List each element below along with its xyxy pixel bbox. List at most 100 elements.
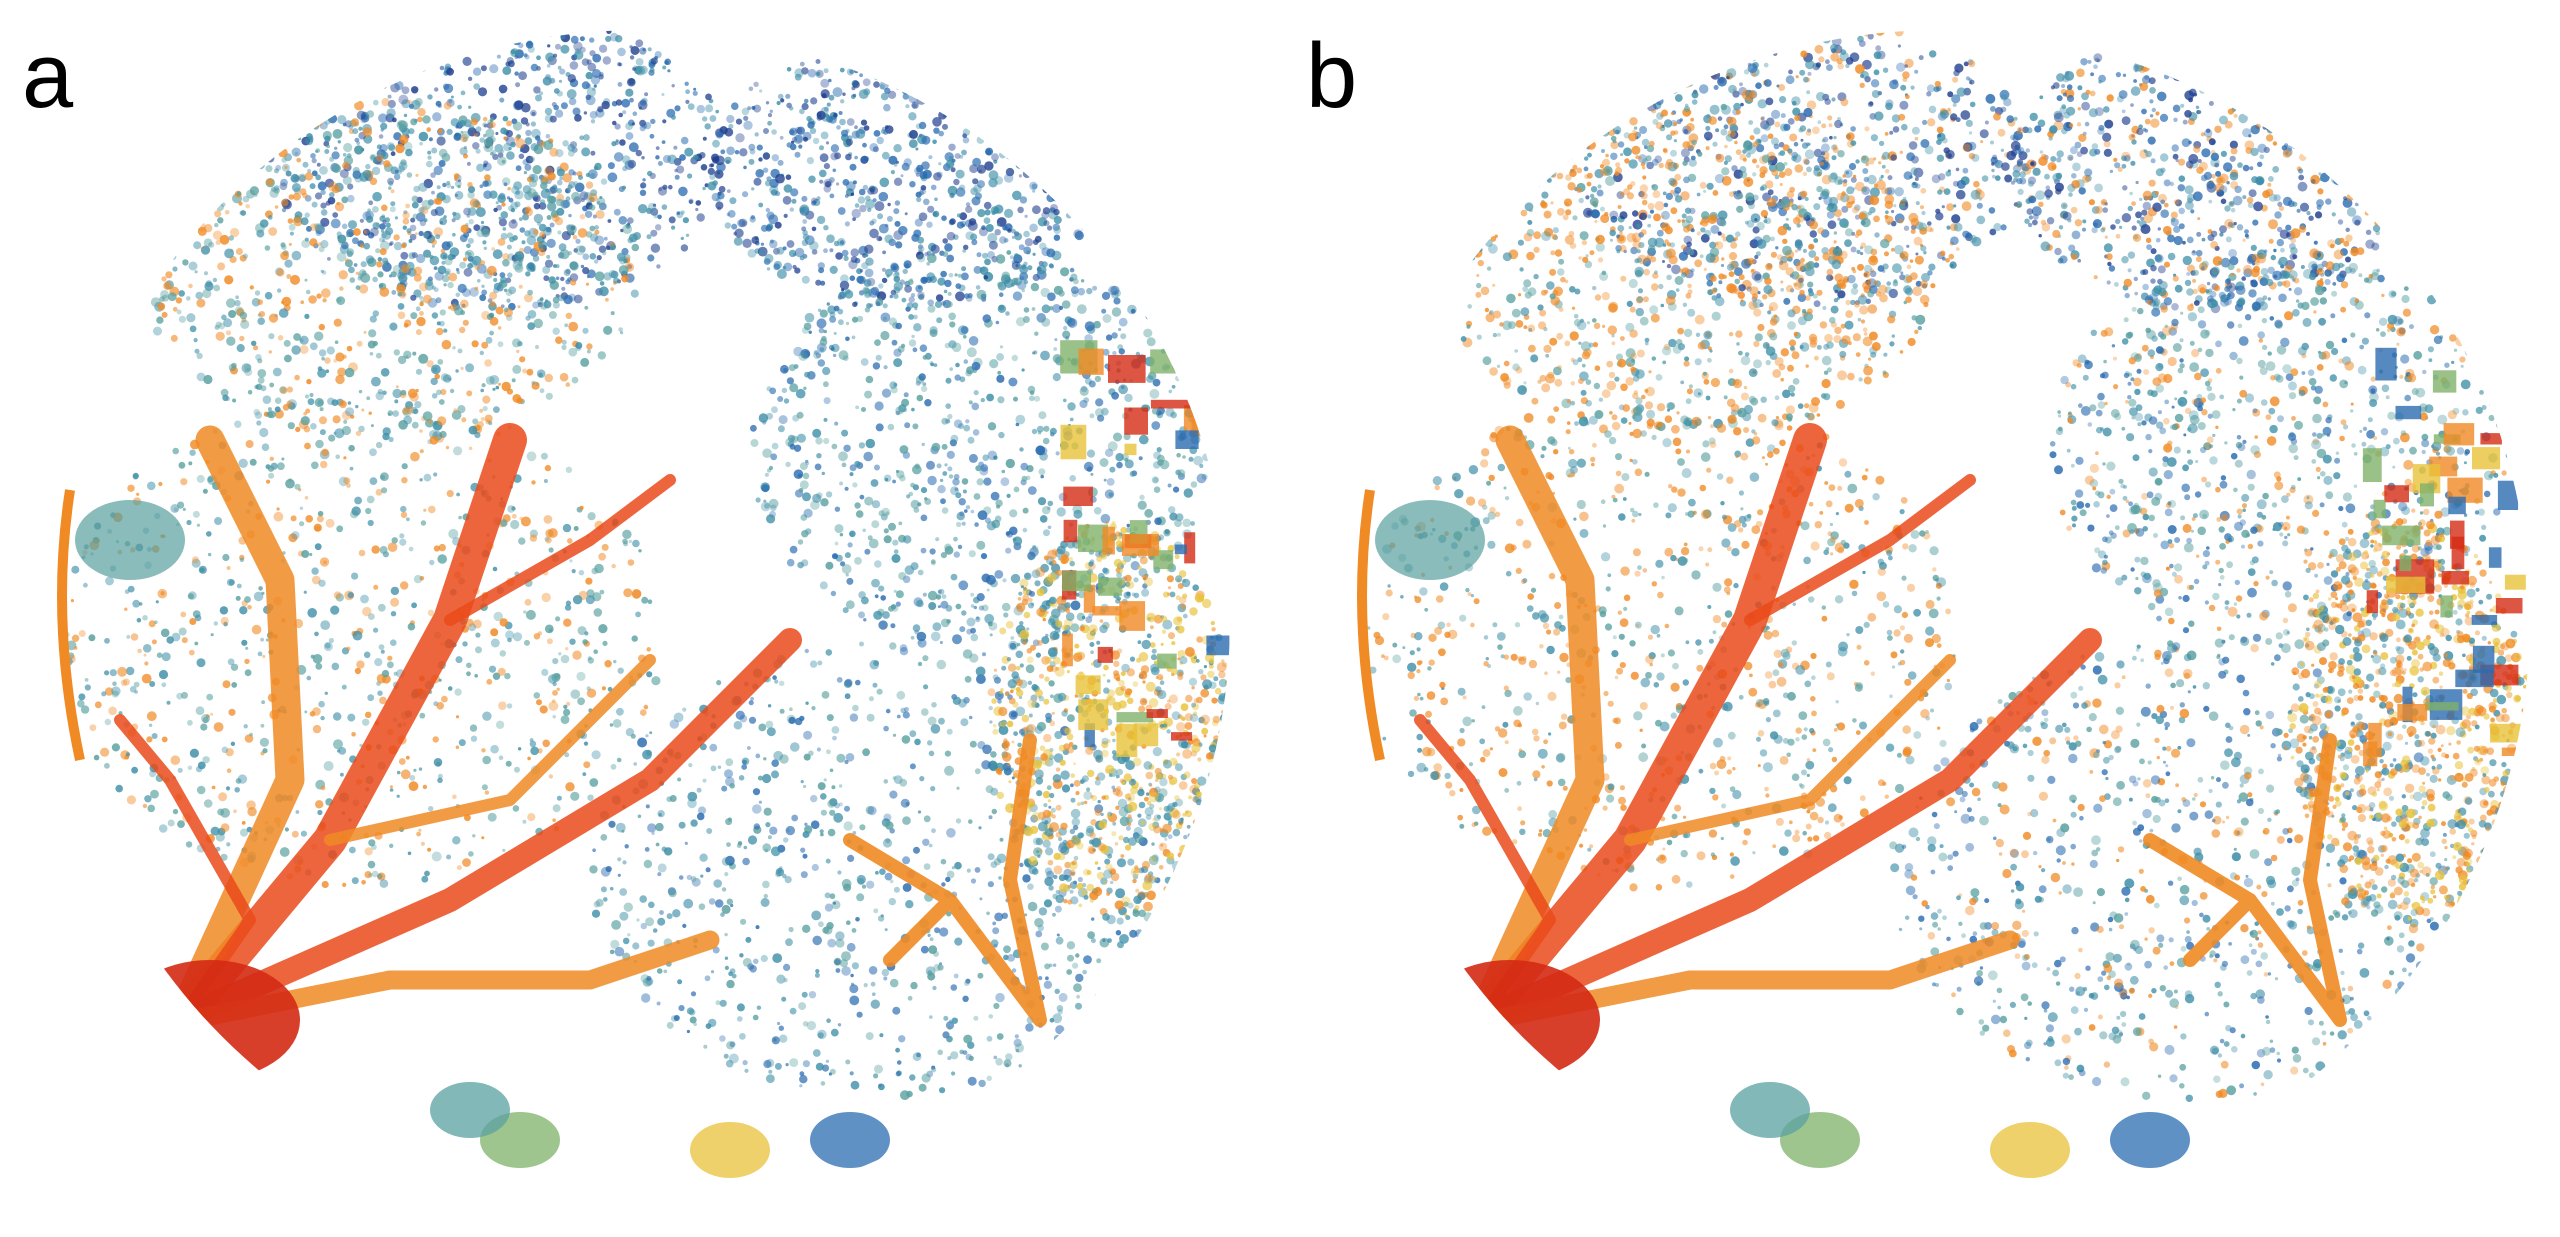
canopy-point (361, 880, 366, 885)
canopy-point (562, 523, 572, 533)
canopy-point (966, 347, 977, 358)
canopy-point (377, 271, 384, 278)
canopy-point (304, 237, 309, 242)
canopy-point (750, 439, 759, 447)
canopy-point (516, 397, 523, 405)
canopy-point (423, 473, 432, 482)
canopy-point (932, 210, 940, 218)
canopy-point (421, 199, 432, 210)
canopy-point (1160, 334, 1165, 340)
canopy-point (490, 638, 500, 648)
canopy-point (1009, 509, 1018, 518)
canopy-point (435, 297, 442, 304)
canopy-point (758, 248, 765, 255)
canopy-point (551, 699, 556, 703)
canopy-point (323, 761, 334, 771)
canopy-point (559, 176, 564, 181)
canopy-point (177, 820, 185, 828)
canopy-point (1011, 235, 1016, 239)
canopy-point (950, 1051, 959, 1060)
canopy-point (806, 157, 815, 165)
canopy-point (1086, 466, 1093, 473)
canopy-point (356, 141, 361, 145)
canopy-point (999, 236, 1007, 244)
canopy-point (498, 382, 502, 386)
canopy-point (528, 30, 537, 31)
canopy-point (383, 62, 393, 72)
canopy-point (916, 95, 927, 105)
canopy-point (973, 106, 978, 111)
canopy-point (925, 276, 933, 283)
canopy-point (1102, 567, 1108, 574)
canopy-point (506, 120, 512, 127)
canopy-point (492, 153, 499, 160)
canopy-point (346, 248, 355, 256)
canopy-point (1060, 97, 1065, 103)
canopy-point (817, 359, 826, 367)
canopy-point (330, 218, 341, 229)
canopy-point (844, 290, 854, 299)
canopy-point (565, 600, 572, 606)
canopy-point (472, 67, 482, 76)
canopy-point (826, 922, 834, 930)
canopy-point (863, 618, 867, 622)
canopy-point (902, 93, 909, 100)
canopy-point (975, 465, 982, 472)
canopy-point (1041, 317, 1051, 327)
canopy-point (943, 38, 950, 45)
canopy-point (816, 318, 827, 329)
canopy-point (529, 740, 537, 748)
canopy-point (756, 144, 763, 151)
canopy-point (428, 505, 436, 514)
canopy-point (508, 205, 514, 212)
canopy-point (218, 792, 228, 802)
canopy-point (276, 268, 285, 277)
canopy-point (858, 188, 866, 196)
canopy-point (920, 385, 928, 392)
canopy-point (519, 148, 524, 152)
canopy-point (420, 841, 425, 846)
canopy-point (878, 510, 885, 517)
canopy-point (1159, 325, 1168, 334)
canopy-point (1067, 954, 1074, 962)
canopy-point (915, 251, 924, 260)
canopy-point (489, 375, 500, 385)
canopy-point (122, 678, 130, 686)
canopy-point (862, 748, 870, 757)
canopy-point (980, 397, 985, 403)
canopy-point (229, 165, 237, 173)
canopy-point (603, 325, 613, 335)
canopy-point (1131, 981, 1139, 989)
canopy-point (413, 266, 423, 276)
canopy-point (576, 671, 586, 682)
canopy-point (311, 170, 318, 177)
canopy-point (943, 1015, 949, 1021)
canopy-point (837, 207, 846, 215)
canopy-point (947, 413, 953, 420)
canopy-point (839, 67, 845, 73)
canopy-point (809, 127, 817, 135)
canopy-point (875, 301, 881, 307)
canopy-point (997, 396, 1005, 404)
canopy-point (307, 168, 312, 174)
canopy-point (245, 646, 249, 650)
canopy-point (1025, 113, 1034, 122)
canopy-point (146, 736, 153, 743)
canopy-point (422, 115, 431, 124)
canopy-point (382, 260, 388, 266)
canopy-point (234, 420, 242, 428)
canopy-point (799, 61, 805, 67)
canopy-point (489, 330, 494, 336)
canopy-point (1063, 95, 1074, 106)
canopy-point (283, 129, 290, 136)
canopy-point (767, 835, 772, 840)
canopy-point (470, 118, 478, 126)
canopy-point (900, 798, 910, 808)
canopy-point (841, 129, 849, 137)
canopy-point (771, 154, 779, 162)
canopy-point (650, 229, 658, 237)
canopy-point (974, 366, 978, 370)
canopy-point (592, 214, 597, 219)
canopy-point (351, 572, 359, 580)
canopy-point (1089, 117, 1093, 121)
